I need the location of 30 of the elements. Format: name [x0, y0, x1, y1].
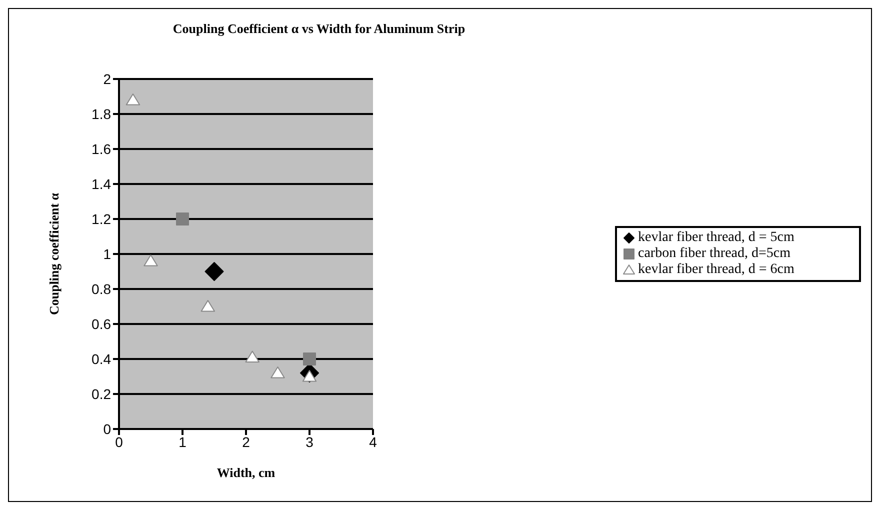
y-tick-label: 0 — [103, 420, 112, 437]
point — [126, 94, 140, 106]
legend-label: kevlar fiber thread, d = 5cm — [638, 230, 794, 246]
x-tick-label: 1 — [178, 434, 187, 450]
y-tick-label: 2 — [103, 70, 112, 87]
y-tick-label: 1.4 — [92, 176, 112, 192]
point — [176, 212, 189, 226]
x-tick-label: 2 — [242, 434, 250, 450]
chart-title: Coupling Coefficient α vs Width for Aluminum Strip — [172, 21, 466, 37]
point — [144, 254, 158, 266]
y-tick-label: 1 — [103, 246, 112, 262]
y-tick-label: 0.6 — [92, 316, 112, 332]
legend-label: carbon fiber thread, d=5cm — [638, 246, 790, 262]
y-tick-label: 1.2 — [92, 210, 112, 227]
point — [200, 300, 215, 312]
y-tick-label: 0.2 — [92, 386, 112, 402]
point — [204, 262, 224, 281]
y-axis-title: Coupling coefficient α — [46, 192, 62, 316]
point — [270, 366, 285, 378]
y-tick-label: 1.8 — [92, 106, 112, 122]
y-tick-label: 1.6 — [92, 140, 112, 157]
x-tick-label: 4 — [369, 434, 378, 450]
x-tick-label: 0 — [115, 434, 124, 450]
x-tick-label: 3 — [306, 434, 314, 450]
point — [303, 352, 316, 366]
point — [245, 350, 260, 363]
legend-label: kevlar fiber thread, d = 6cm — [638, 262, 794, 278]
y-tick-label: 0.8 — [92, 280, 112, 297]
y-tick-label: 0.4 — [92, 350, 112, 367]
x-axis-title: Width, cm — [216, 465, 276, 480]
